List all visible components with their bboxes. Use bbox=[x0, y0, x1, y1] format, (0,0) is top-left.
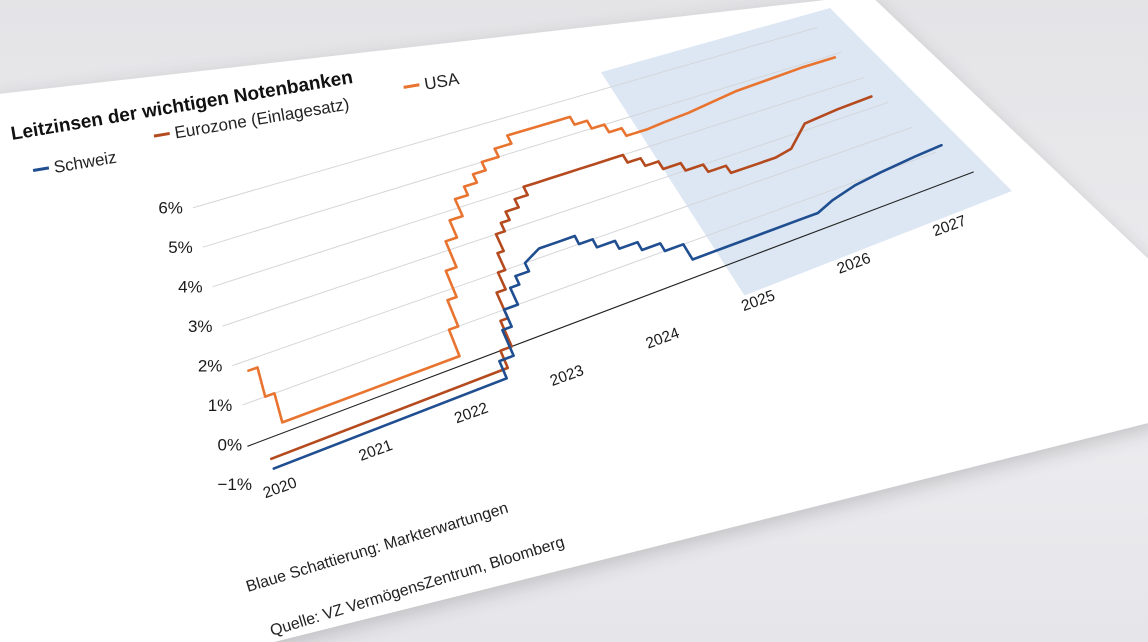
gridline bbox=[242, 151, 937, 406]
shaded-region bbox=[601, 8, 1012, 296]
y-tick-label: −1% bbox=[218, 475, 253, 494]
y-tick-label: 1% bbox=[208, 396, 233, 415]
gridline bbox=[232, 126, 913, 367]
gridline bbox=[222, 101, 889, 327]
gridline bbox=[192, 26, 818, 209]
plot-area bbox=[192, 8, 1012, 470]
y-tick-label: 4% bbox=[178, 278, 203, 297]
y-axis-ticks: 6% 5% 4% 3% 2% 1% 0% −1% bbox=[158, 199, 252, 494]
legend-swatch-schweiz bbox=[32, 166, 50, 172]
gridline bbox=[202, 51, 842, 248]
y-tick-label: 0% bbox=[218, 436, 243, 455]
y-tick-label: 6% bbox=[158, 199, 183, 218]
legend-swatch-eurozone bbox=[153, 131, 170, 138]
y-tick-label: 2% bbox=[198, 357, 223, 376]
series-line-eurozone bbox=[270, 95, 873, 461]
y-tick-label: 5% bbox=[168, 238, 193, 257]
zero-line bbox=[247, 171, 974, 447]
series-line-usa bbox=[247, 56, 837, 424]
y-tick-label: 3% bbox=[188, 317, 213, 336]
legend-swatch-usa bbox=[403, 83, 420, 89]
series-line-schweiz bbox=[272, 143, 943, 470]
